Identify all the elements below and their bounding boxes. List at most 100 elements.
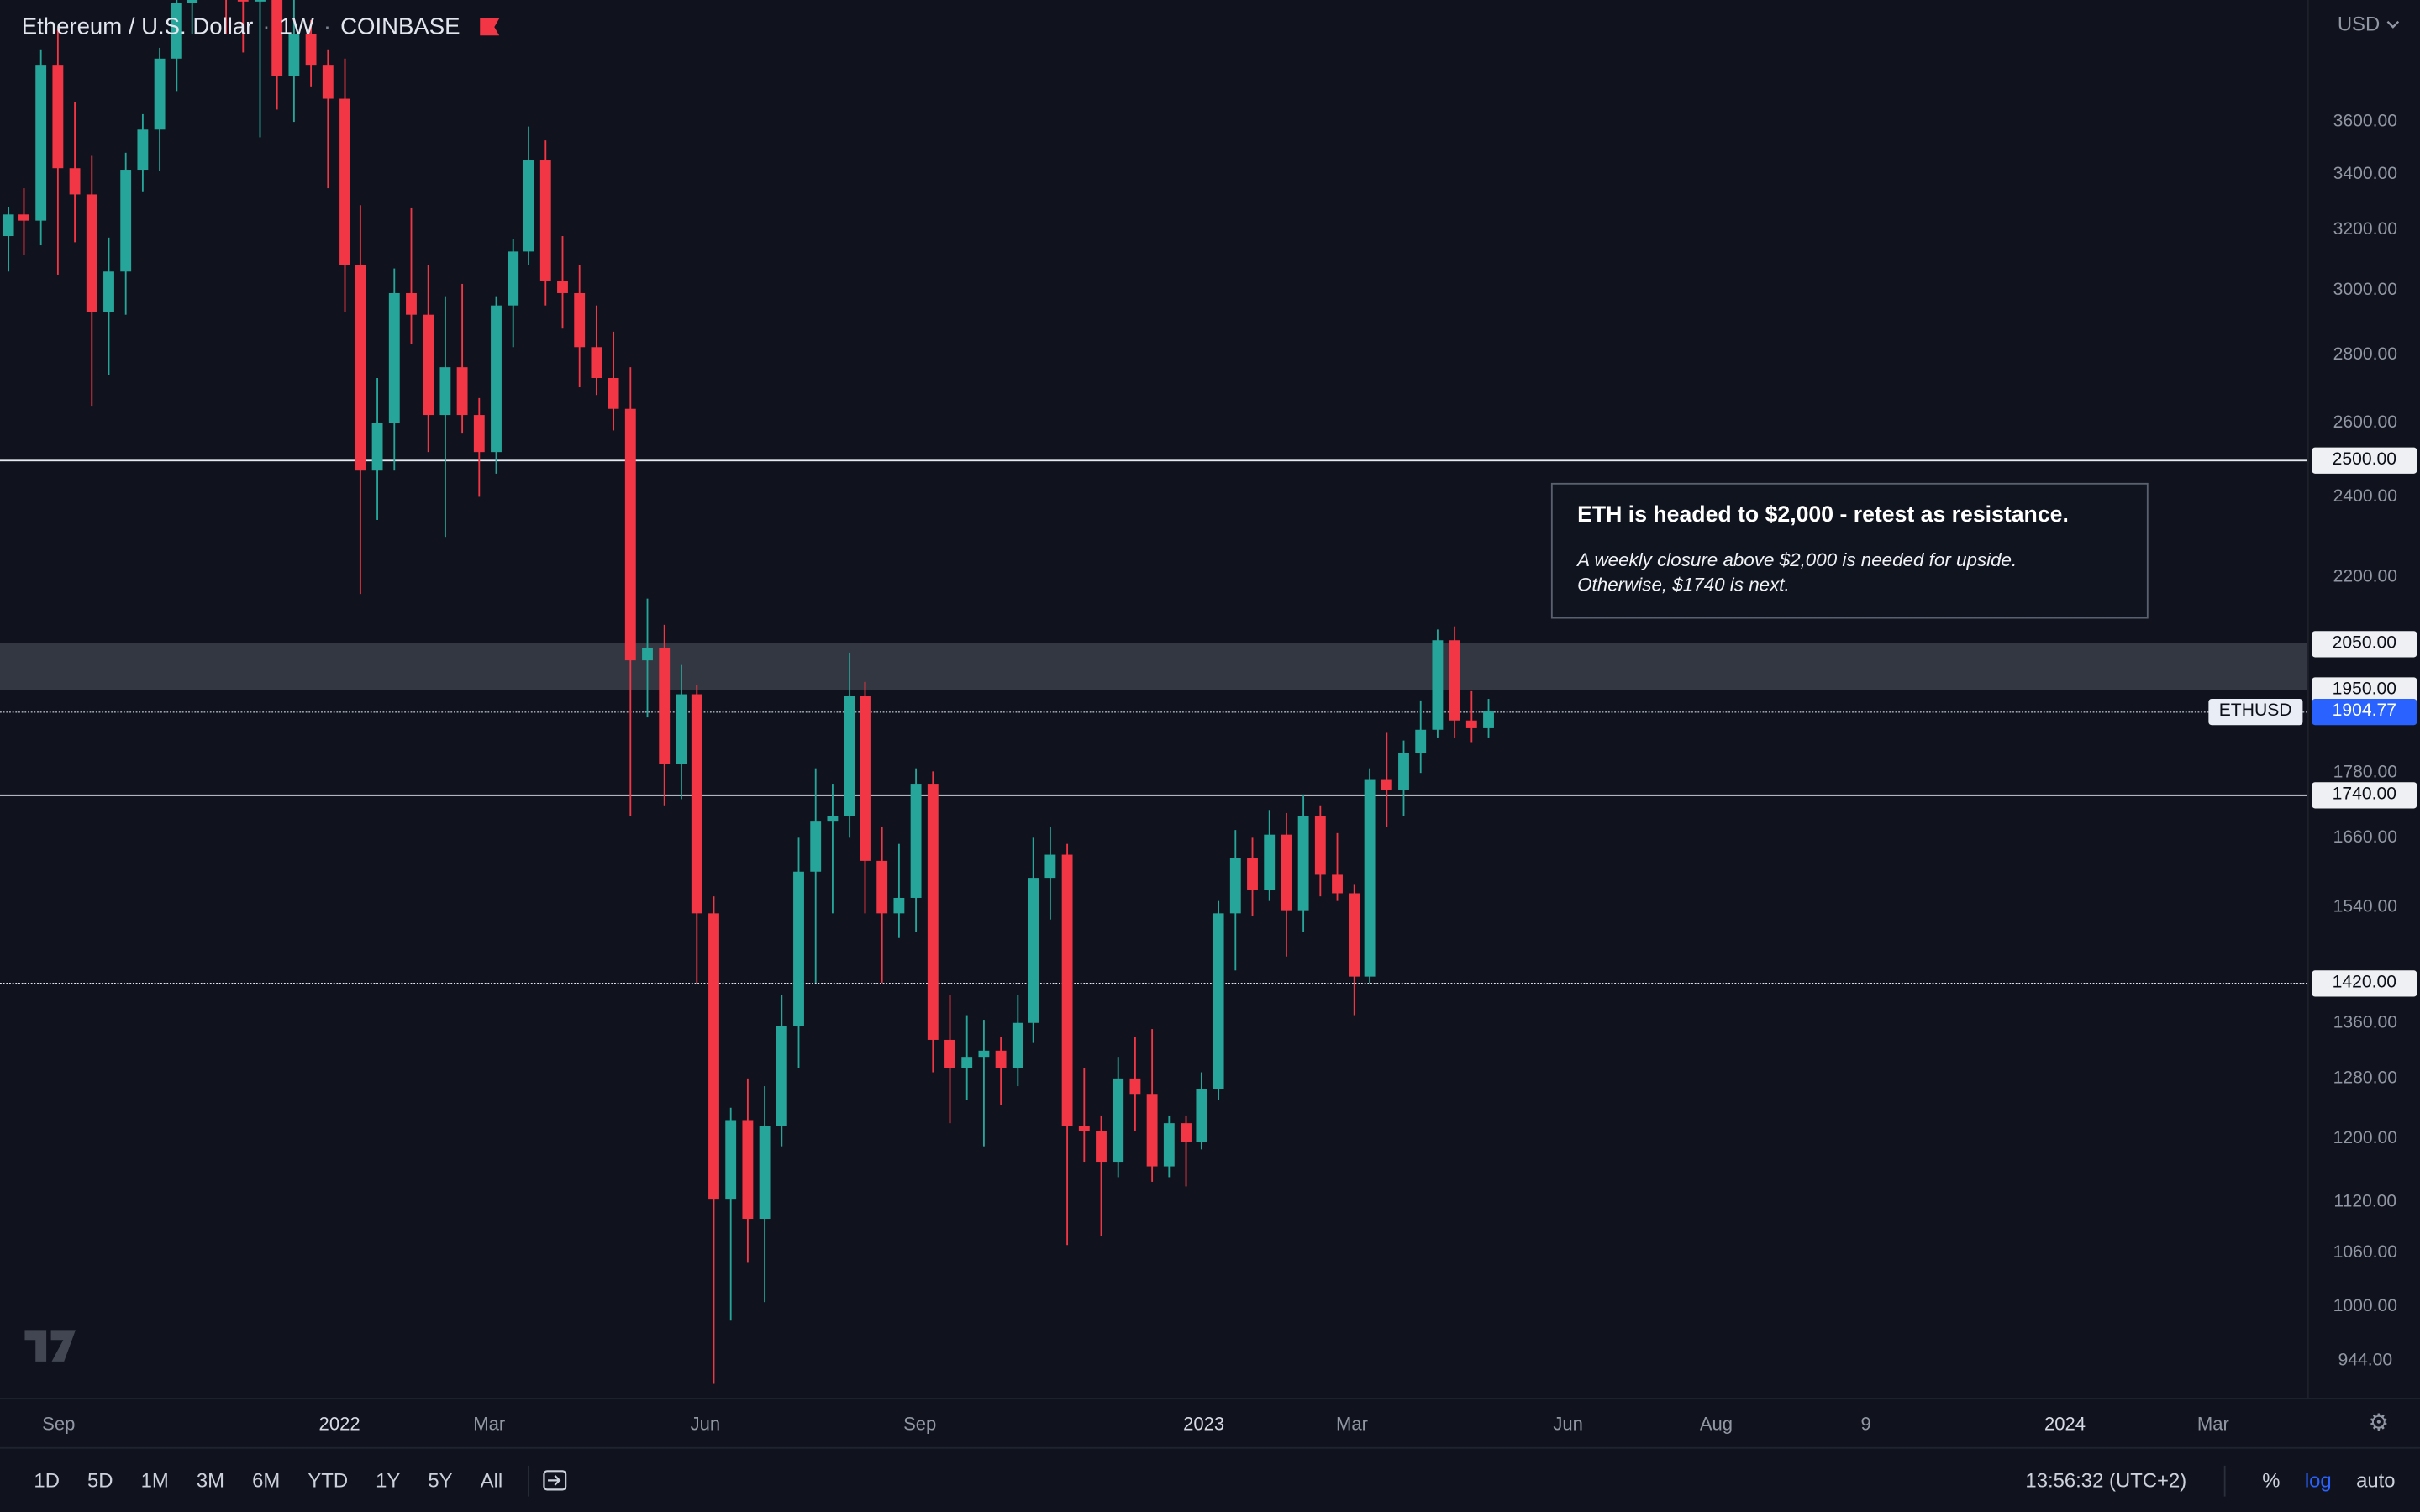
candle-body [641,647,653,661]
candle-body [305,33,316,65]
candle-body [389,293,401,423]
time-axis-label[interactable]: Sep [903,1413,937,1436]
candle-body [103,271,114,312]
price-tick-label: 1000.00 [2333,1298,2397,1317]
candle-body [591,347,602,378]
candle-body [473,415,485,452]
candle-body [1432,640,1444,731]
time-axis-label[interactable]: Mar [1335,1413,1368,1436]
candle-body [893,898,905,914]
time-axis-label[interactable]: 9 [1860,1413,1871,1436]
price-tick-label: 1660.00 [2333,828,2397,848]
time-axis-label[interactable]: Sep [42,1413,76,1436]
price-tick-label: 3600.00 [2333,112,2397,131]
price-tick-label: 3000.00 [2333,281,2397,300]
legend-separator: · [262,13,271,40]
range-button-1y[interactable]: 1Y [376,1468,401,1493]
bottom-toolbar: 1D 5D 1M 3M 6M YTD 1Y 5Y All 13:56:32 (UTC+2) % … [0,1446,2420,1512]
candle-wick [242,0,245,53]
candle-body [792,872,804,1026]
range-button-6m[interactable]: 6M [252,1468,281,1493]
range-button-ytd[interactable]: YTD [308,1468,349,1493]
time-axis-label[interactable]: 2024 [2044,1413,2086,1436]
candle-body [1348,892,1360,977]
candle-body [1314,816,1326,875]
price-tick-label: 1360.00 [2333,1013,2397,1032]
log-scale-button[interactable]: log [2304,1468,2332,1493]
range-button-5y[interactable]: 5Y [428,1468,453,1493]
clock[interactable]: 13:56:32 (UTC+2) [2025,1468,2187,1493]
price-level-line-1740[interactable] [0,794,2307,796]
currency-selector[interactable]: USD [2338,13,2400,35]
flag-icon[interactable] [479,17,502,37]
candle-body [339,98,350,266]
candle-body [1062,854,1073,1127]
time-axis-label[interactable]: Aug [1699,1413,1733,1436]
time-axis-label[interactable]: Mar [2196,1413,2229,1436]
range-button-1m[interactable]: 1M [140,1468,169,1493]
range-button-3m[interactable]: 3M [196,1468,225,1493]
time-axis-label[interactable]: Mar [473,1413,506,1436]
tradingview-logo[interactable] [24,1330,76,1370]
interval-label[interactable]: 1W [279,13,314,40]
resistance-zone[interactable] [0,643,2307,690]
price-level-label: 1740.00 [2312,782,2417,809]
range-button-5d[interactable]: 5D [87,1468,113,1493]
range-button-all[interactable]: All [480,1468,503,1493]
annotation-note[interactable]: ETH is headed to $2,000 - retest as resi… [1550,482,2149,619]
exchange-label[interactable]: COINBASE [340,13,460,40]
candle-wick [831,784,834,914]
candle-body [1180,1123,1192,1142]
price-tick-label: 1060.00 [2333,1244,2397,1263]
candle-body [927,784,939,1040]
price-level-line-2500[interactable] [0,459,2307,461]
time-axis-label[interactable]: Jun [690,1413,721,1436]
candle-body [1163,1123,1175,1166]
candle-body [742,1119,754,1220]
candle-body [1398,753,1410,790]
candle-body [675,693,687,764]
percent-scale-button[interactable]: % [2262,1468,2281,1493]
candle-body [238,0,249,2]
time-axis[interactable]: ⚙ Sep 2022 Mar Jun Sep 2023 Mar Jun Aug 9 2024 Mar [0,1398,2420,1449]
chart-plot-area[interactable]: ETH is headed to $2,000 - retest as resi… [0,0,2307,1398]
candle-body [1230,858,1242,914]
candle-body [658,647,670,764]
auto-scale-button[interactable]: auto [2356,1468,2396,1493]
price-axis[interactable]: 3600.00 3400.00 3200.00 3000.00 2800.00 2600.… [2307,0,2420,1399]
price-tick-label: 1780.00 [2333,764,2397,783]
candle-body [540,160,552,281]
time-axis-label[interactable]: 2022 [318,1413,360,1436]
candle-body [860,696,871,861]
symbol-title[interactable]: Ethereum / U.S. Dollar [21,13,254,40]
candle-body [255,0,266,2]
time-axis-label[interactable]: Jun [1553,1413,1583,1436]
candle-body [456,367,468,416]
candle-wick [1184,1116,1186,1186]
candle-body [1113,1079,1123,1163]
range-button-1d[interactable]: 1D [34,1468,60,1493]
candle-body [1129,1079,1140,1094]
date-range-group: 1D 5D 1M 3M 6M YTD 1Y 5Y All [22,1464,515,1497]
symbol-legend[interactable]: Ethereum / U.S. Dollar · 1W · COINBASE [22,14,502,40]
candle-wick [326,50,329,188]
candle-body [2,214,13,237]
candle-body [69,167,81,194]
candle-body [960,1057,972,1068]
candle-body [52,64,64,168]
candle-body [1146,1093,1157,1166]
price-tick-label: 1540.00 [2333,898,2397,917]
candle-body [187,0,198,4]
price-level-line-1420[interactable] [0,982,2307,984]
candle-body [725,1119,737,1200]
candle-body [557,281,569,294]
price-tick-label: 2600.00 [2333,413,2397,433]
candle-body [994,1050,1006,1068]
candle-body [86,193,97,312]
time-axis-label[interactable]: 2023 [1183,1413,1225,1436]
gear-icon[interactable]: ⚙ [2368,1408,2390,1436]
go-to-date-button[interactable] [541,1467,567,1494]
candle-wick [1335,832,1338,902]
candle-body [170,3,182,60]
candle-body [1449,640,1460,721]
